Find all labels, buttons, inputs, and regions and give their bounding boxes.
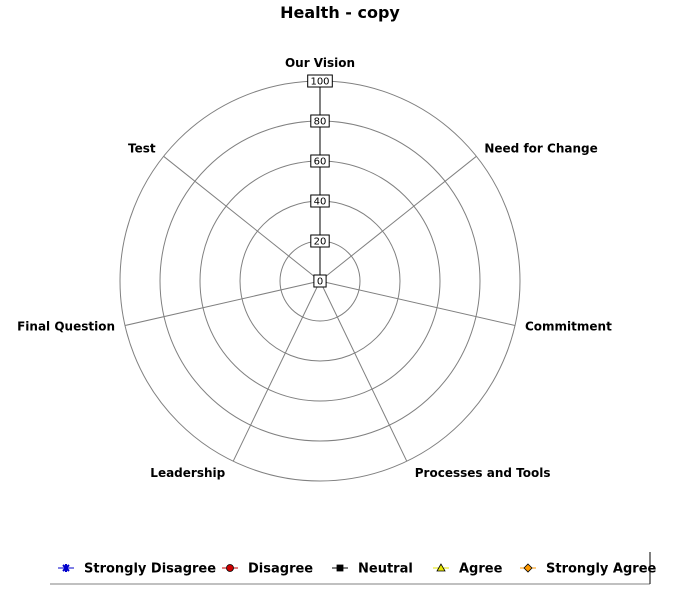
axis-label-4: Leadership: [150, 466, 225, 480]
legend-label-3: Agree: [459, 562, 503, 577]
axis-spoke-5: [124, 280, 321, 326]
radar-spokes: [124, 81, 516, 462]
axis-labels: Our Vision Need for Change Commitment Proce…: [17, 56, 612, 480]
tick-label-5: 100: [310, 77, 329, 88]
axis-label-6: Test: [128, 141, 156, 155]
legend-label-0: Strongly Disagree: [84, 562, 216, 577]
tick-box-1: [310, 234, 330, 248]
legend: Strongly Disagree Disagree Neutral Agree Str…: [50, 552, 657, 585]
legend-item-4: Strongly Agree: [520, 562, 657, 577]
axis-label-5: Final Question: [17, 320, 115, 334]
tick-label-2: 40: [314, 197, 327, 208]
chart-title: Health - copy: [280, 3, 400, 22]
legend-marker-1: [226, 564, 234, 572]
legend-item-2: Neutral: [332, 562, 413, 577]
legend-marker-0: [62, 564, 70, 572]
axis-spoke-1: [319, 155, 477, 282]
legend-label-4: Strongly Agree: [546, 562, 657, 577]
tick-label-0: 0: [317, 277, 323, 288]
tick-box-0: [313, 274, 327, 288]
legend-item-3: Agree: [433, 562, 503, 577]
axis-spoke-3: [319, 280, 408, 462]
legend-marker-2: [336, 564, 344, 572]
axis-spoke-6: [163, 155, 321, 282]
legend-marker-3: [436, 563, 446, 572]
legend-label-1: Disagree: [248, 562, 313, 577]
tick-box-5: [307, 74, 333, 88]
tick-box-2: [310, 194, 330, 208]
tick-box-3: [310, 154, 330, 168]
legend-item-1: Disagree: [222, 562, 313, 577]
axis-spoke-2: [319, 280, 516, 326]
legend-marker-4: [523, 563, 533, 573]
axis-label-0: Our Vision: [285, 56, 355, 70]
tick-label-1: 20: [314, 237, 327, 248]
legend-item-0: Strongly Disagree: [58, 562, 216, 577]
axis-label-3: Processes and Tools: [415, 466, 551, 480]
axis-label-1: Need for Change: [484, 141, 597, 155]
axis-spoke-4: [232, 280, 321, 462]
radial-ticks: 0 20 40 60 80 100: [307, 74, 333, 288]
axis-label-2: Commitment: [525, 320, 612, 334]
legend-label-2: Neutral: [358, 562, 413, 577]
tick-box-4: [310, 114, 330, 128]
tick-label-3: 60: [314, 157, 327, 168]
tick-label-4: 80: [314, 117, 327, 128]
